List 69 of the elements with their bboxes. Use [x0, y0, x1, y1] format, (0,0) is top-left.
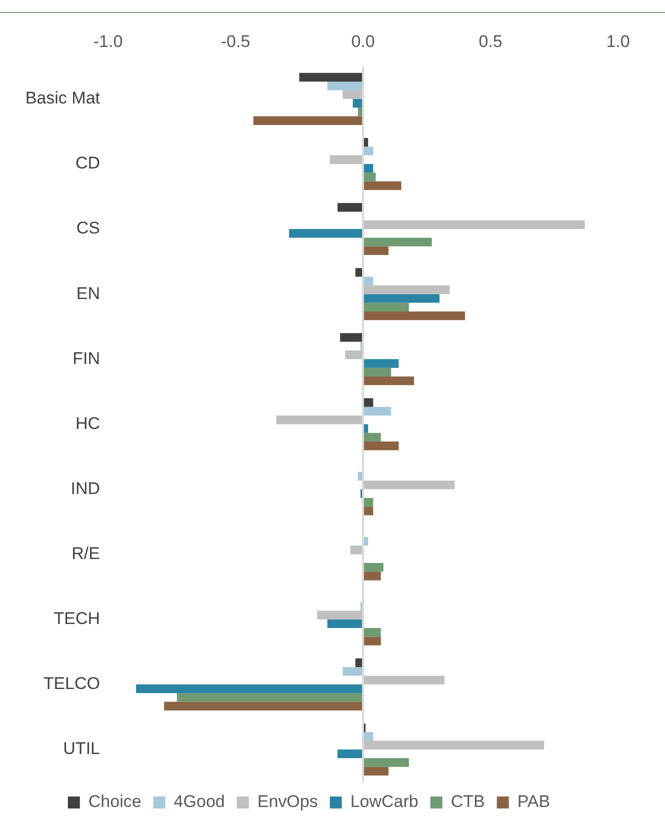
bar — [345, 350, 363, 360]
legend-label: 4Good — [174, 792, 225, 812]
bar — [363, 442, 399, 450]
legend-label: LowCarb — [350, 792, 418, 812]
bar — [363, 572, 381, 580]
bar — [317, 610, 363, 620]
legend-label: PAB — [517, 792, 550, 812]
bar — [363, 562, 384, 572]
bar — [363, 740, 544, 750]
bar — [363, 376, 414, 386]
bar — [363, 302, 409, 312]
legend-label: EnvOps — [257, 792, 318, 812]
x-tick-label: 0.0 — [351, 32, 375, 51]
bar — [289, 229, 363, 238]
bar — [363, 294, 440, 303]
bar — [342, 90, 363, 99]
bar — [363, 146, 374, 156]
bar — [363, 480, 455, 490]
bar — [363, 285, 450, 294]
bar — [363, 238, 432, 246]
bar — [330, 155, 363, 164]
y-tick-label: TELCO — [43, 674, 100, 694]
bar — [342, 667, 363, 676]
bar — [363, 676, 445, 684]
bar — [327, 619, 363, 628]
y-tick-label: TECH — [54, 609, 100, 628]
y-tick-label: HC — [75, 414, 100, 433]
bar — [363, 758, 409, 767]
y-tick-label: IND — [70, 478, 100, 498]
bar — [253, 116, 363, 125]
bar — [363, 628, 381, 637]
x-tick-label: 1.0 — [606, 32, 630, 51]
bar — [338, 203, 363, 212]
bar — [363, 311, 465, 320]
bar — [363, 368, 392, 376]
bar — [340, 333, 363, 342]
bar — [363, 276, 374, 286]
bar — [363, 172, 376, 182]
bar — [164, 702, 363, 710]
x-tick-label: -1.0 — [93, 32, 123, 51]
bar — [327, 82, 363, 90]
bar — [363, 359, 399, 368]
bar — [338, 749, 363, 758]
bar — [299, 72, 363, 82]
bar — [363, 246, 388, 256]
bar — [276, 416, 363, 424]
bar — [363, 181, 402, 190]
x-tick-label: 0.5 — [478, 32, 502, 51]
bar — [363, 398, 374, 407]
y-tick-label: FIN — [72, 348, 100, 368]
bar — [363, 432, 381, 442]
legend-label: CTB — [450, 792, 485, 812]
bar — [363, 732, 374, 741]
bar — [363, 636, 381, 646]
bar — [136, 684, 363, 694]
bar — [363, 506, 374, 516]
legend-label: Choice — [88, 792, 142, 812]
y-tick-label: Basic Mat — [25, 88, 100, 108]
y-tick-label: UTIL — [63, 739, 100, 758]
bar — [350, 546, 363, 554]
y-tick-label: CD — [75, 154, 100, 173]
x-tick-label: -0.5 — [220, 32, 250, 51]
bar — [176, 693, 363, 702]
y-tick-label: R/E — [72, 544, 100, 563]
y-tick-label: CS — [76, 218, 100, 238]
bar — [363, 406, 392, 416]
bar — [363, 220, 585, 230]
bar — [363, 766, 388, 776]
y-tick-label: EN — [76, 284, 100, 303]
